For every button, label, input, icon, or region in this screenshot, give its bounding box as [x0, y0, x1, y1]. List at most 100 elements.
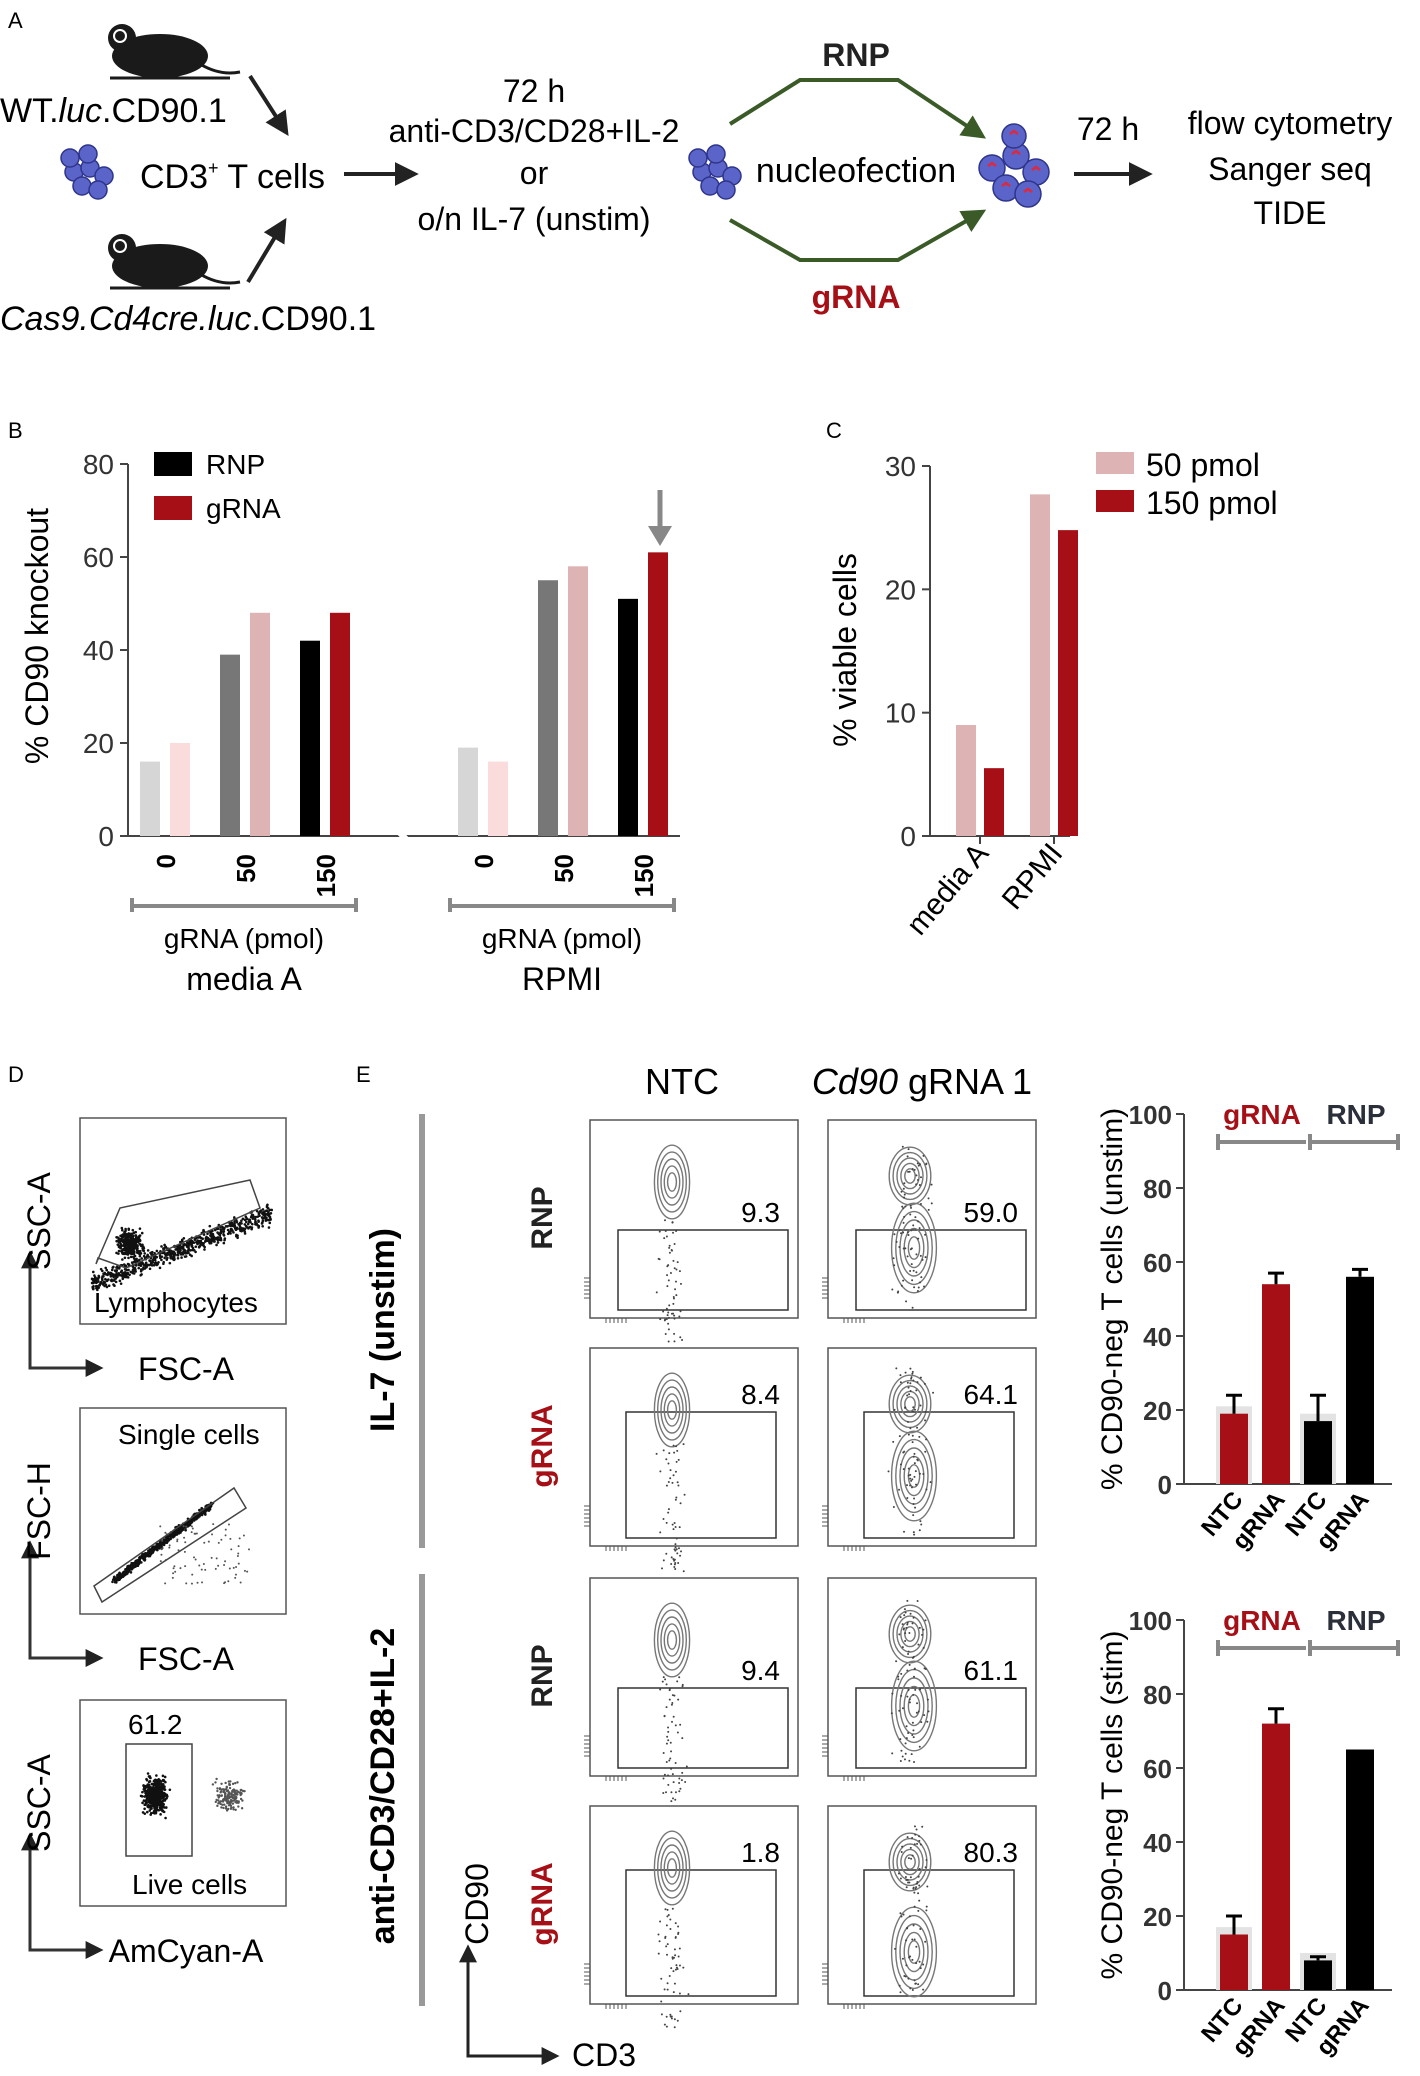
- e-bar-ytick-label: 60: [1143, 1248, 1172, 1278]
- b-axis-break: [395, 828, 411, 844]
- d-plot-frame: [79, 1699, 287, 1907]
- d-xlabel: AmCyan-A: [109, 1933, 264, 1969]
- b-ylabel: % CD90 knockout: [19, 508, 55, 764]
- e-gate: [625, 1869, 777, 1997]
- arrow-mouse1: [248, 74, 289, 137]
- e-plot-frame: [589, 1577, 799, 1777]
- e-bar-group-rnp: RNP: [1326, 1099, 1385, 1130]
- e-row-label: RNP: [526, 1644, 559, 1707]
- d-gate-label: Single cells: [118, 1419, 260, 1450]
- e-bar-ytick-label: 80: [1143, 1174, 1172, 1204]
- c-ytick-label: 10: [885, 698, 916, 729]
- e-gate: [863, 1869, 1015, 1997]
- c-legend-label: 150 pmol: [1146, 485, 1278, 521]
- e-plot-frame: [827, 1347, 1037, 1547]
- d-gate-label: Live cells: [132, 1869, 247, 1900]
- c-legend-swatch: [1096, 452, 1134, 474]
- b-bar: [140, 761, 160, 836]
- cond-stim: anti-CD3/CD28+IL-2: [389, 113, 680, 149]
- e-bar-ytick-label: 100: [1129, 1606, 1172, 1636]
- c-ytick-label: 30: [885, 451, 916, 482]
- e-gate-value: 9.3: [741, 1197, 780, 1228]
- c-bar: [984, 768, 1004, 836]
- b-bar: [170, 743, 190, 836]
- b-bar: [568, 566, 588, 836]
- d-ylabel: FSC-H: [21, 1462, 57, 1560]
- d-scatter: [139, 1772, 246, 1820]
- b-bar: [300, 640, 320, 836]
- e-contours: [887, 1367, 938, 1536]
- e-bar-error: [1352, 1267, 1368, 1277]
- readout2: Sanger seq: [1208, 151, 1372, 187]
- b-legend-swatch: [154, 452, 192, 476]
- d-axis-arrows: [21, 1250, 104, 1377]
- b-bar: [618, 598, 638, 836]
- e-plot-frame: [827, 1577, 1037, 1777]
- e-bar-group-rnp: RNP: [1326, 1605, 1385, 1636]
- b-tick-label: 150: [311, 854, 341, 897]
- d-live-value: 61.2: [128, 1709, 183, 1740]
- grna-label: gRNA: [812, 279, 901, 315]
- b-bar: [220, 654, 240, 836]
- c-ytick-label: 20: [885, 574, 916, 605]
- e-contours: [653, 1602, 691, 1803]
- e-row-label: gRNA: [526, 1862, 559, 1945]
- e-bar-ylabel: % CD90-neg T cells (unstim): [1096, 1108, 1129, 1490]
- e-bar-error: [1226, 1914, 1242, 1935]
- b-ytick-label: 0: [98, 821, 114, 852]
- e-bar-ylabel: % CD90-neg T cells (stim): [1096, 1631, 1129, 1980]
- panel-label-d: D: [8, 1062, 24, 1087]
- e-bar-ytick-label: 60: [1143, 1754, 1172, 1784]
- b-ytick-label: 40: [83, 635, 114, 666]
- e-contours: [888, 1145, 938, 1309]
- edited-cells-icon: [978, 123, 1050, 208]
- e-contours: [653, 1830, 691, 2029]
- mouse2-label: Cas9.Cd4cre.luc.CD90.1: [0, 300, 376, 338]
- e-bar: [1346, 1749, 1374, 1990]
- d-axis-arrows: [21, 1832, 104, 1959]
- b-bar: [488, 761, 508, 836]
- e-gate-value: 61.1: [964, 1655, 1019, 1686]
- e-cond-stim: anti-CD3/CD28+IL-2: [364, 1628, 402, 1944]
- c-bar: [956, 725, 976, 836]
- d-axis-arrows: [21, 1540, 104, 1667]
- b-tick-label: 0: [151, 854, 181, 868]
- nucleofection-label: nucleofection: [756, 152, 956, 190]
- e-bar-bracket: [1216, 1640, 1400, 1656]
- rnp-path-arrow: [728, 78, 986, 139]
- e-bar: [1262, 1723, 1290, 1990]
- e-plot-frame: [589, 1347, 799, 1547]
- e-gate: [617, 1687, 789, 1769]
- e-bar: [1304, 1421, 1332, 1484]
- d-ylabel: SSC-A: [21, 1171, 57, 1269]
- e-axis-x: CD3: [572, 2037, 636, 2073]
- panel-e: NTC Cd90 gRNA 1 IL-7 (unstim) anti-CD3/CD28…: [364, 1061, 1037, 2073]
- d-plot-frame: [79, 1117, 287, 1325]
- e-bar-ytick-label: 100: [1129, 1100, 1172, 1130]
- d-gate-label: Lymphocytes: [94, 1287, 258, 1318]
- c-xtick-label: RPMI: [996, 837, 1069, 916]
- b-group-xlabel: gRNA (pmol): [164, 923, 324, 954]
- e-axis-arrows: [459, 1944, 560, 2065]
- b-ytick-label: 80: [83, 449, 114, 480]
- cas9-mouse-icon: [106, 232, 242, 290]
- b-ytick-label: 20: [83, 728, 114, 759]
- c-legend-swatch: [1096, 490, 1134, 512]
- e-plot-frame: [589, 1119, 799, 1319]
- panel-label-b: B: [8, 418, 23, 443]
- b-group-name: media A: [186, 961, 302, 997]
- mouse1-label: WT.luc.CD90.1: [0, 92, 227, 130]
- e-plot-frame: [589, 1805, 799, 2005]
- b-bar: [250, 612, 270, 836]
- e-bar-bracket: [1216, 1134, 1400, 1150]
- b-legend-label: gRNA: [206, 493, 281, 524]
- e-gate: [625, 1411, 777, 1539]
- e-contours: [653, 1144, 691, 1343]
- e-bar-ytick-label: 40: [1143, 1322, 1172, 1352]
- b-tick-label: 0: [469, 854, 499, 868]
- d-xlabel: FSC-A: [138, 1351, 235, 1387]
- e-gate-value: 59.0: [964, 1197, 1019, 1228]
